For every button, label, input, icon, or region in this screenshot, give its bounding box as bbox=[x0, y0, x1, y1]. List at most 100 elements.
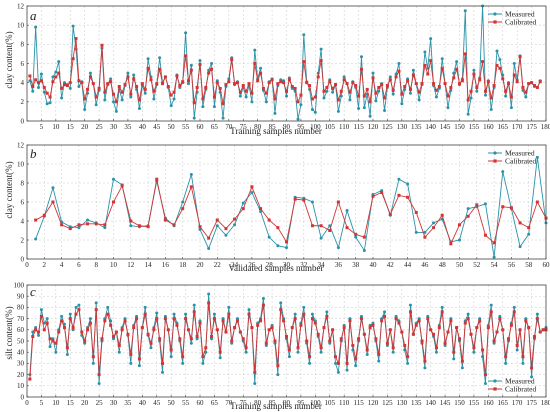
point-calibrated bbox=[247, 312, 251, 316]
x-tick-label: 10 bbox=[110, 261, 118, 269]
point-measured bbox=[94, 103, 98, 107]
point-calibrated bbox=[143, 312, 147, 316]
point-calibrated bbox=[140, 326, 144, 330]
point-measured bbox=[71, 24, 75, 28]
point-calibrated bbox=[86, 222, 90, 226]
point-measured bbox=[293, 312, 297, 316]
point-measured bbox=[342, 75, 346, 79]
x-tick-label: 42 bbox=[387, 261, 395, 269]
y-tick-label: 0 bbox=[21, 255, 25, 263]
point-calibrated bbox=[336, 361, 340, 365]
point-calibrated bbox=[28, 74, 32, 78]
point-calibrated bbox=[163, 218, 167, 222]
point-calibrated bbox=[221, 319, 225, 323]
point-calibrated bbox=[51, 200, 55, 204]
point-calibrated bbox=[483, 373, 487, 377]
point-calibrated bbox=[362, 235, 366, 239]
point-measured bbox=[458, 238, 461, 242]
x-tick-label: 40 bbox=[370, 261, 378, 269]
legend-label: Calibrated bbox=[505, 385, 536, 394]
point-calibrated bbox=[339, 337, 343, 341]
point-calibrated bbox=[328, 229, 332, 232]
point-calibrated bbox=[285, 335, 288, 339]
point-calibrated bbox=[310, 224, 314, 228]
point-calibrated bbox=[492, 84, 496, 88]
point-measured bbox=[45, 317, 49, 321]
x-tick-label: 140 bbox=[425, 399, 436, 407]
point-calibrated bbox=[383, 314, 387, 318]
point-measured bbox=[129, 224, 133, 228]
point-calibrated bbox=[452, 76, 456, 80]
point-measured bbox=[354, 364, 358, 368]
point-calibrated bbox=[279, 80, 283, 84]
x-tick-label: 26 bbox=[248, 261, 256, 269]
point-measured bbox=[261, 296, 265, 300]
point-calibrated bbox=[106, 82, 110, 86]
point-calibrated bbox=[264, 91, 268, 95]
point-measured bbox=[212, 105, 216, 109]
x-tick-label: 180 bbox=[541, 123, 550, 131]
point-calibrated bbox=[452, 350, 456, 354]
point-calibrated bbox=[417, 319, 421, 323]
point-calibrated bbox=[123, 83, 127, 87]
point-calibrated bbox=[310, 97, 314, 101]
point-measured bbox=[535, 312, 539, 316]
point-measured bbox=[521, 88, 525, 92]
point-calibrated bbox=[374, 91, 378, 95]
x-tick-label: 60 bbox=[197, 399, 205, 407]
point-calibrated bbox=[334, 355, 338, 359]
point-calibrated bbox=[163, 75, 167, 79]
point-calibrated bbox=[282, 81, 286, 85]
y-tick-label: 0 bbox=[21, 393, 25, 401]
y-tick-label: 20 bbox=[17, 371, 25, 379]
point-calibrated bbox=[359, 317, 363, 321]
panel-c-silt-training: silt content(%) Training samples number … bbox=[4, 281, 550, 411]
point-measured bbox=[322, 96, 326, 100]
point-calibrated bbox=[371, 76, 375, 80]
point-calibrated bbox=[509, 323, 513, 327]
point-calibrated bbox=[244, 89, 248, 93]
x-tick-label: 100 bbox=[310, 399, 321, 407]
point-calibrated bbox=[77, 223, 81, 227]
point-calibrated bbox=[31, 335, 35, 339]
point-calibrated bbox=[342, 78, 346, 82]
point-calibrated bbox=[377, 85, 381, 89]
point-calibrated bbox=[186, 79, 190, 83]
point-calibrated bbox=[426, 72, 430, 76]
point-calibrated bbox=[264, 341, 268, 345]
x-tick-label: 15 bbox=[67, 399, 75, 407]
x-tick-label: 135 bbox=[411, 123, 422, 131]
point-calibrated bbox=[198, 321, 202, 325]
point-calibrated bbox=[466, 214, 470, 218]
point-calibrated bbox=[250, 185, 254, 189]
point-measured bbox=[129, 361, 133, 365]
point-measured bbox=[37, 85, 41, 89]
x-tick-label: 95 bbox=[297, 399, 305, 407]
legend-label: Calibrated bbox=[505, 18, 536, 27]
point-calibrated bbox=[308, 355, 312, 359]
point-calibrated bbox=[348, 319, 352, 323]
point-calibrated bbox=[481, 60, 485, 64]
point-calibrated bbox=[432, 82, 436, 86]
point-measured bbox=[253, 382, 257, 386]
point-calibrated bbox=[276, 82, 280, 86]
panel-a-xlabel: Training samples number bbox=[230, 126, 322, 136]
point-calibrated bbox=[432, 332, 436, 336]
y-tick-label: 70 bbox=[17, 315, 25, 323]
point-measured bbox=[129, 95, 133, 99]
point-calibrated bbox=[429, 328, 433, 332]
point-calibrated bbox=[224, 227, 228, 231]
point-calibrated bbox=[259, 71, 263, 75]
point-calibrated bbox=[233, 217, 237, 221]
point-measured bbox=[238, 94, 242, 98]
point-calibrated bbox=[71, 326, 75, 330]
point-measured bbox=[331, 90, 335, 94]
point-measured bbox=[296, 117, 300, 121]
point-measured bbox=[34, 25, 38, 29]
x-tick-label: 36 bbox=[335, 261, 343, 269]
point-measured bbox=[469, 96, 473, 100]
point-calibrated bbox=[175, 323, 179, 327]
point-calibrated bbox=[178, 84, 182, 88]
point-measured bbox=[143, 305, 147, 309]
y-tick-label: 80 bbox=[17, 304, 25, 312]
